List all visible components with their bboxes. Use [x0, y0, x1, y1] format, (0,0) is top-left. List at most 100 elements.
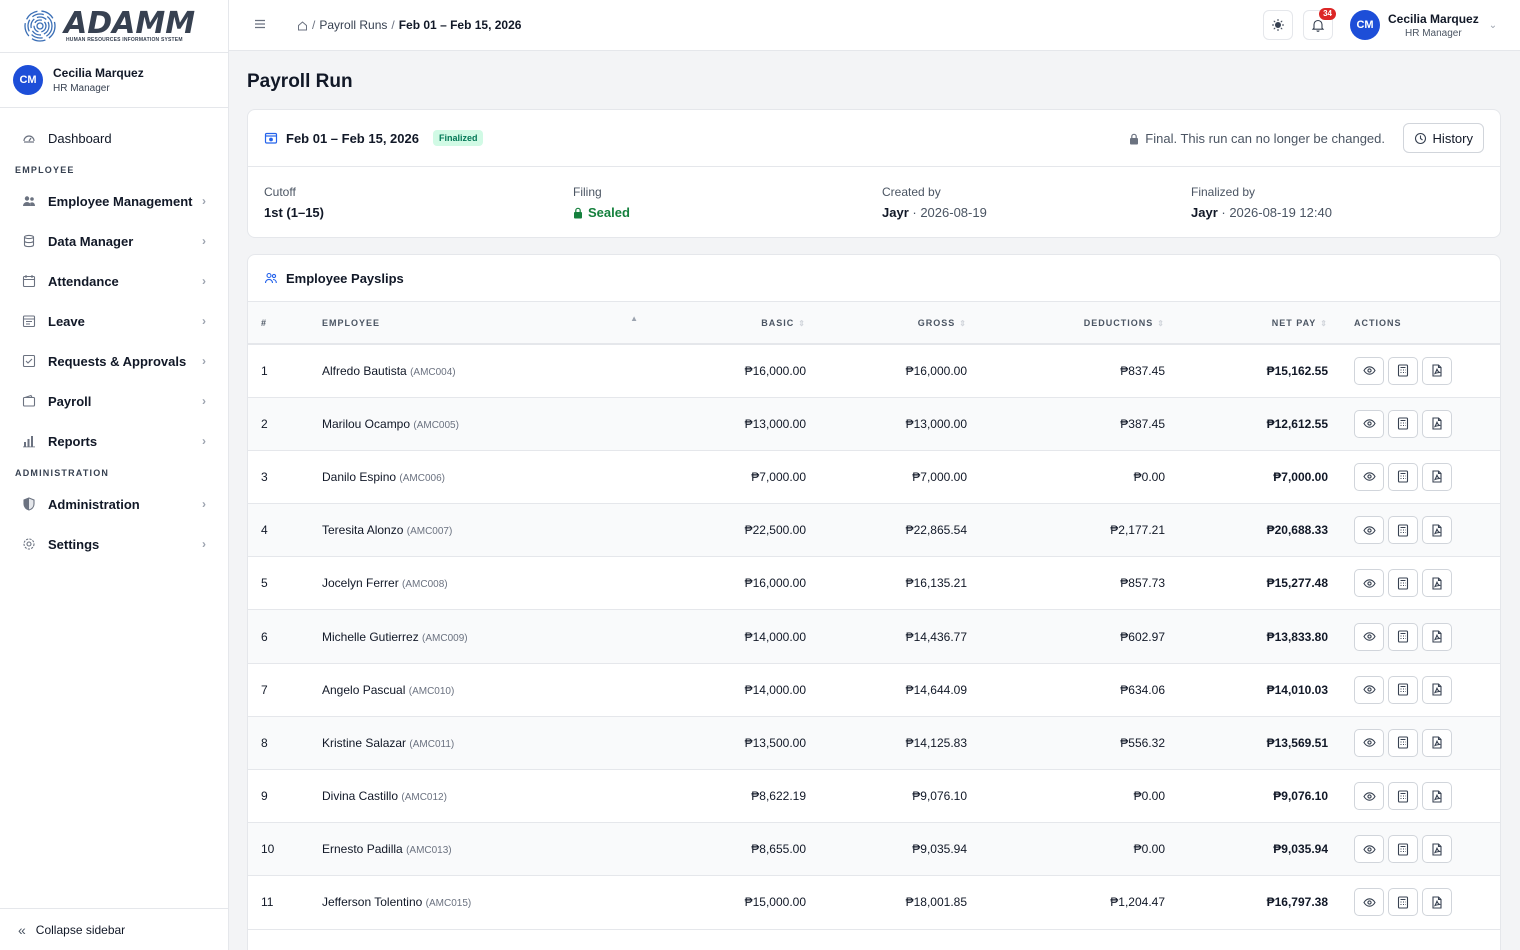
actions-cell [1328, 397, 1500, 450]
compute-payslip-button[interactable] [1388, 516, 1418, 545]
pdf-icon [1431, 417, 1443, 430]
sort-icon: ⇕ [798, 318, 806, 328]
home-icon[interactable] [297, 20, 308, 31]
col-header-net-pay[interactable]: NET PAY ⇕ [1271, 317, 1328, 328]
gross-cell: ₱7,000.00 [912, 469, 967, 484]
view-payslip-button[interactable] [1354, 409, 1384, 438]
sidebar-item-employee-management[interactable]: Employee Management › [0, 181, 228, 221]
sidebar-item-data-manager[interactable]: Data Manager › [0, 221, 228, 261]
calculator-icon [1397, 790, 1409, 803]
view-payslip-button[interactable] [1354, 356, 1384, 385]
sidebar-item-reports[interactable]: Reports › [0, 421, 228, 461]
view-payslip-button[interactable] [1354, 728, 1384, 757]
row-index: 5 [261, 576, 268, 591]
net-pay-cell: ₱9,076.10 [1273, 789, 1328, 804]
shield-icon [22, 497, 36, 511]
download-pdf-button[interactable] [1422, 835, 1452, 864]
row-index: 8 [261, 735, 268, 750]
download-pdf-button[interactable] [1422, 409, 1452, 438]
col-header-deductions[interactable]: DEDUCTIONS ⇕ [1083, 317, 1165, 328]
actions-cell [1328, 770, 1500, 823]
col-header-employee[interactable]: EMPLOYEE ▲ [322, 314, 639, 328]
download-pdf-button[interactable] [1422, 622, 1452, 651]
download-pdf-button[interactable] [1422, 569, 1452, 598]
compute-payslip-button[interactable] [1388, 462, 1418, 491]
sidebar-item-attendance[interactable]: Attendance › [0, 261, 228, 301]
notifications-button[interactable]: 34 [1303, 8, 1336, 40]
download-pdf-button[interactable] [1422, 462, 1452, 491]
calendar-money-icon [264, 132, 278, 144]
employee-cell: Marilou Ocampo (AMC005) [322, 397, 654, 450]
pdf-icon [1431, 736, 1443, 749]
sidebar-item-requests-approvals[interactable]: Requests & Approvals › [0, 341, 228, 381]
basic-cell: ₱16,000.00 [744, 363, 806, 378]
view-payslip-button[interactable] [1354, 462, 1384, 491]
collapse-sidebar-button[interactable]: « Collapse sidebar [0, 908, 229, 950]
download-pdf-button[interactable] [1422, 356, 1452, 385]
view-payslip-button[interactable] [1354, 888, 1384, 917]
col-header-gross[interactable]: GROSS ⇕ [917, 317, 967, 328]
view-payslip-button[interactable] [1354, 622, 1384, 651]
sidebar-item-payroll[interactable]: Payroll › [0, 381, 228, 421]
user-name: Cecilia Marquez [53, 66, 144, 80]
logo[interactable]: ADAMM HUMAN RESOURCES INFORMATION SYSTEM [0, 0, 228, 53]
download-pdf-button[interactable] [1422, 675, 1452, 704]
compute-payslip-button[interactable] [1388, 569, 1418, 598]
compute-payslip-button[interactable] [1388, 675, 1418, 704]
actions-cell [1328, 557, 1500, 610]
employee-code: (AMC004) [410, 366, 456, 378]
compute-payslip-button[interactable] [1388, 356, 1418, 385]
view-payslip-button[interactable] [1354, 569, 1384, 598]
employee-code: (AMC010) [408, 685, 455, 697]
basic-cell: ₱22,500.00 [744, 523, 806, 538]
breadcrumb-current: Feb 01 – Feb 15, 2026 [398, 18, 522, 32]
meta-created: Created by Jayr · 2026-08-19 [882, 185, 1191, 220]
gear-icon [22, 537, 36, 551]
sidebar-item-settings[interactable]: Settings › [0, 524, 228, 564]
breadcrumb-payroll-runs[interactable]: Payroll Runs [319, 18, 388, 32]
history-button[interactable]: History [1402, 123, 1484, 153]
view-payslip-button[interactable] [1354, 835, 1384, 864]
download-pdf-button[interactable] [1422, 516, 1452, 545]
sun-icon [1272, 19, 1284, 31]
deductions-cell: ₱1,204.47 [1110, 895, 1165, 910]
compute-payslip-button[interactable] [1388, 728, 1418, 757]
theme-toggle-button[interactable] [1263, 10, 1293, 40]
sidebar-item-administration[interactable]: Administration › [0, 484, 228, 524]
table-row: 10 Ernesto Padilla (AMC013) ₱8,655.00 ₱9,03… [248, 822, 1500, 876]
compute-payslip-button[interactable] [1388, 782, 1418, 811]
sidebar-user-card[interactable]: CM Cecilia Marquez HR Manager [0, 53, 228, 108]
calendar-icon [22, 274, 36, 288]
net-pay-cell: ₱13,569.51 [1266, 735, 1328, 750]
meta-filing: Filing Sealed [573, 185, 882, 220]
check-square-icon [22, 354, 36, 368]
user-menu[interactable]: CM Cecilia Marquez HR Manager ⌄ [1350, 10, 1497, 40]
col-header-basic[interactable]: BASIC ⇕ [761, 317, 806, 328]
notification-badge: 34 [1319, 8, 1336, 20]
leave-icon [22, 314, 36, 328]
sidebar-item-dashboard[interactable]: Dashboard [0, 118, 228, 158]
actions-cell [1328, 876, 1500, 929]
sidebar-item-leave[interactable]: Leave › [0, 301, 228, 341]
row-index: 6 [261, 629, 268, 644]
sidebar-nav: Dashboard EMPLOYEE Employee Management ›… [0, 108, 228, 564]
view-payslip-button[interactable] [1354, 782, 1384, 811]
compute-payslip-button[interactable] [1388, 622, 1418, 651]
view-payslip-button[interactable] [1354, 516, 1384, 545]
download-pdf-button[interactable] [1422, 888, 1452, 917]
compute-payslip-button[interactable] [1388, 888, 1418, 917]
chevron-right-icon: › [202, 537, 206, 551]
created-by: Jayr [882, 205, 909, 220]
payslips-card: Employee Payslips # EMPLOYEE ▲ BASIC ⇕ GRO… [247, 254, 1501, 950]
download-pdf-button[interactable] [1422, 728, 1452, 757]
logo-text: ADAMM [64, 5, 196, 41]
compute-payslip-button[interactable] [1388, 409, 1418, 438]
menu-icon[interactable] [254, 18, 266, 30]
view-payslip-button[interactable] [1354, 675, 1384, 704]
compute-payslip-button[interactable] [1388, 835, 1418, 864]
download-pdf-button[interactable] [1422, 782, 1452, 811]
net-pay-cell: ₱16,797.38 [1266, 895, 1328, 910]
meta-label: Filing [573, 185, 602, 199]
actions-cell [1328, 823, 1500, 876]
employee-code: (AMC006) [399, 472, 445, 484]
